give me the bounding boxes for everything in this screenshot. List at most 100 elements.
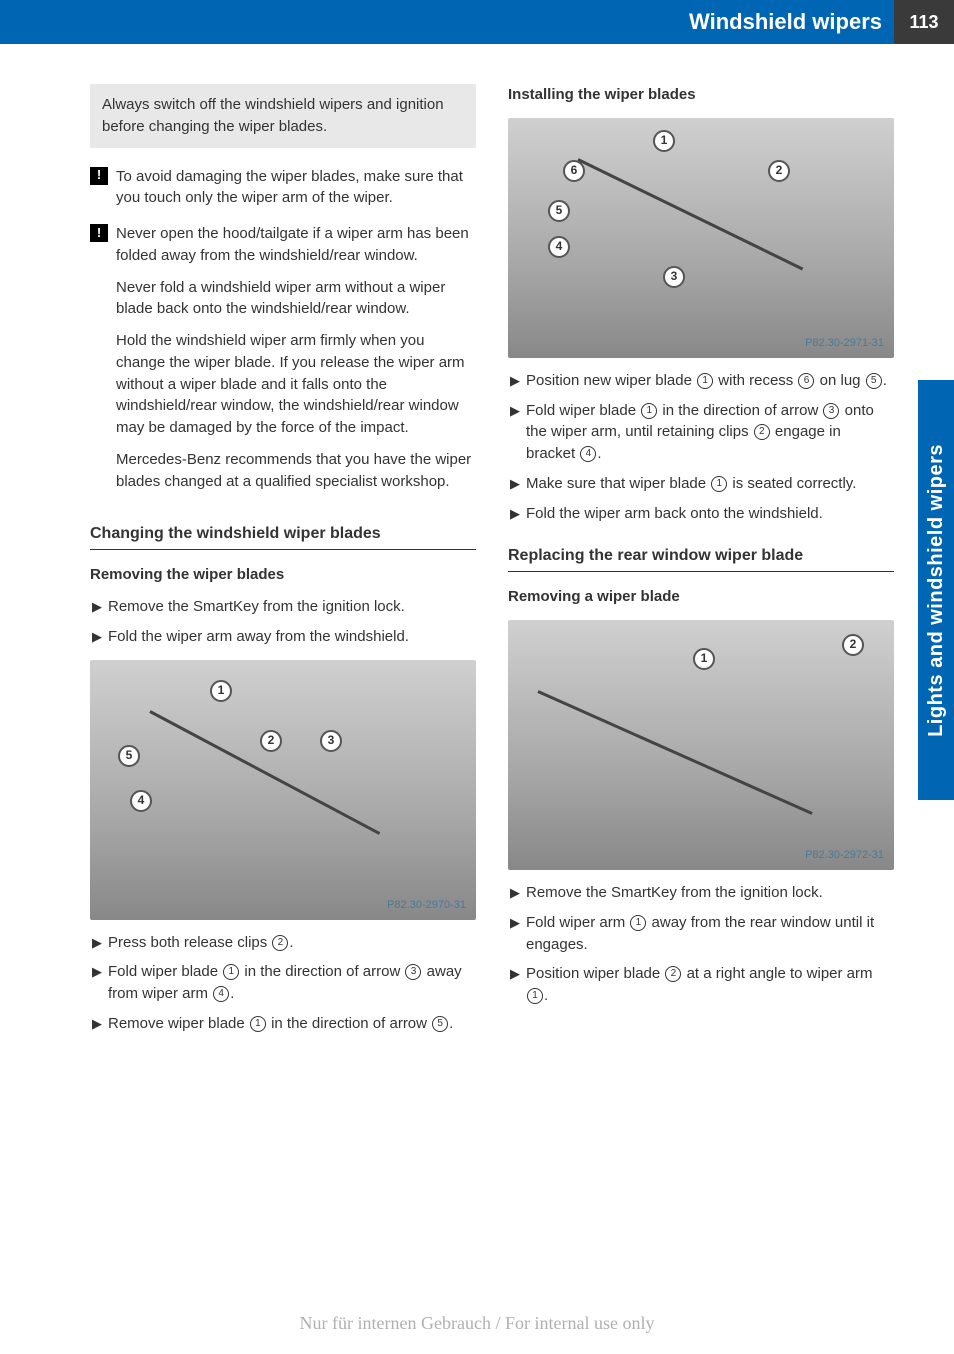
step-item: ▶ Fold wiper blade 1 in the direction of… bbox=[508, 400, 894, 465]
t: in the direction of arrow bbox=[658, 402, 822, 419]
diagram-installing-wiper: 1 2 6 5 4 3 P82.30-2971-31 bbox=[508, 118, 894, 358]
step-marker-icon: ▶ bbox=[510, 965, 520, 1007]
callout-1: 1 bbox=[693, 648, 715, 670]
step-text: Remove the SmartKey from the ignition lo… bbox=[526, 882, 894, 904]
diagram-removing-wiper: 1 2 3 4 5 P82.30-2970-31 bbox=[90, 660, 476, 920]
info-note-2: ! Never open the hood/tailgate if a wipe… bbox=[90, 223, 476, 502]
step-text: Remove wiper blade 1 in the direction of… bbox=[108, 1013, 476, 1035]
diagram-label: P82.30-2971-31 bbox=[805, 336, 884, 352]
step-text: Fold the wiper arm away from the windshi… bbox=[108, 626, 476, 648]
circled-5: 5 bbox=[432, 1016, 448, 1032]
circled-2: 2 bbox=[272, 935, 288, 951]
callout-4: 4 bbox=[548, 236, 570, 258]
circled-6: 6 bbox=[798, 373, 814, 389]
info-2-p2: Never fold a windshield wiper arm withou… bbox=[116, 277, 476, 321]
t: with recess bbox=[714, 372, 797, 389]
header-title: Windshield wipers bbox=[689, 9, 894, 35]
subsection-removing-rear: Removing a wiper blade bbox=[508, 586, 894, 608]
step-marker-icon: ▶ bbox=[510, 475, 520, 495]
step-text: Make sure that wiper blade 1 is seated c… bbox=[526, 473, 894, 495]
step-marker-icon: ▶ bbox=[92, 934, 102, 954]
step-item: ▶ Fold wiper blade 1 in the direction of… bbox=[90, 961, 476, 1005]
circled-1: 1 bbox=[641, 403, 657, 419]
info-2-p3: Hold the windshield wiper arm firmly whe… bbox=[116, 330, 476, 439]
callout-1: 1 bbox=[210, 680, 232, 702]
callout-3: 3 bbox=[663, 266, 685, 288]
t: Fold wiper arm bbox=[526, 914, 629, 931]
step-text: Remove the SmartKey from the ignition lo… bbox=[108, 596, 476, 618]
page-header: Windshield wipers 113 bbox=[0, 0, 954, 44]
circled-1: 1 bbox=[250, 1016, 266, 1032]
info-note-1: ! To avoid damaging the wiper blades, ma… bbox=[90, 166, 476, 210]
callout-2: 2 bbox=[842, 634, 864, 656]
t: Position wiper blade bbox=[526, 965, 664, 982]
step-item: ▶ Fold the wiper arm away from the winds… bbox=[90, 626, 476, 648]
step-marker-icon: ▶ bbox=[92, 1015, 102, 1035]
circled-3: 3 bbox=[405, 964, 421, 980]
circled-4: 4 bbox=[213, 986, 229, 1002]
wiper-line bbox=[149, 710, 380, 835]
callout-5: 5 bbox=[118, 745, 140, 767]
side-tab-label: Lights and windshield wipers bbox=[925, 444, 948, 737]
circled-3: 3 bbox=[823, 403, 839, 419]
info-2-p4: Mercedes-Benz recommends that you have t… bbox=[116, 449, 476, 493]
step-text: Position wiper blade 2 at a right angle … bbox=[526, 963, 894, 1007]
diagram-label: P82.30-2970-31 bbox=[387, 898, 466, 914]
info-2-p1: Never open the hood/tailgate if a wiper … bbox=[116, 223, 476, 267]
wiper-line bbox=[537, 690, 812, 815]
diagram-label: P82.30-2972-31 bbox=[805, 848, 884, 864]
t: Fold wiper blade bbox=[108, 963, 222, 980]
step-item: ▶ Remove the SmartKey from the ignition … bbox=[508, 882, 894, 904]
t: on lug bbox=[815, 372, 864, 389]
footer-watermark: Nur für internen Gebrauch / For internal… bbox=[0, 1313, 954, 1334]
t: . bbox=[544, 987, 548, 1004]
step-item: ▶ Make sure that wiper blade 1 is seated… bbox=[508, 473, 894, 495]
step-marker-icon: ▶ bbox=[92, 598, 102, 618]
t: Press both release clips bbox=[108, 934, 271, 951]
info-text-2: Never open the hood/tailgate if a wiper … bbox=[116, 223, 476, 502]
subsection-installing: Installing the wiper blades bbox=[508, 84, 894, 106]
circled-1: 1 bbox=[630, 915, 646, 931]
section-heading-replacing-rear: Replacing the rear window wiper blade bbox=[508, 544, 894, 572]
t: is seated correctly. bbox=[728, 475, 856, 492]
left-column: Always switch off the windshield wipers … bbox=[90, 84, 476, 1043]
diagram-rear-wiper: 1 2 P82.30-2972-31 bbox=[508, 620, 894, 870]
t: Remove wiper blade bbox=[108, 1015, 249, 1032]
circled-1: 1 bbox=[527, 988, 543, 1004]
t: . bbox=[597, 445, 601, 462]
info-text-1: To avoid damaging the wiper blades, make… bbox=[116, 166, 476, 210]
step-marker-icon: ▶ bbox=[510, 884, 520, 904]
callout-2: 2 bbox=[260, 730, 282, 752]
step-marker-icon: ▶ bbox=[510, 914, 520, 956]
t: . bbox=[230, 985, 234, 1002]
page-number: 113 bbox=[894, 0, 954, 44]
callout-2: 2 bbox=[768, 160, 790, 182]
callout-4: 4 bbox=[130, 790, 152, 812]
step-text: Fold the wiper arm back onto the windshi… bbox=[526, 503, 894, 525]
step-marker-icon: ▶ bbox=[92, 963, 102, 1005]
callout-1: 1 bbox=[653, 130, 675, 152]
t: in the direction of arrow bbox=[267, 1015, 431, 1032]
t: . bbox=[289, 934, 293, 951]
step-text: Press both release clips 2. bbox=[108, 932, 476, 954]
step-item: ▶ Position wiper blade 2 at a right angl… bbox=[508, 963, 894, 1007]
step-marker-icon: ▶ bbox=[510, 372, 520, 392]
step-text: Fold wiper blade 1 in the direction of a… bbox=[526, 400, 894, 465]
step-marker-icon: ▶ bbox=[510, 505, 520, 525]
circled-2: 2 bbox=[754, 424, 770, 440]
t: . bbox=[449, 1015, 453, 1032]
t: Make sure that wiper blade bbox=[526, 475, 710, 492]
callout-5: 5 bbox=[548, 200, 570, 222]
step-item: ▶ Remove wiper blade 1 in the direction … bbox=[90, 1013, 476, 1035]
warning-box: Always switch off the windshield wipers … bbox=[90, 84, 476, 148]
subsection-removing: Removing the wiper blades bbox=[90, 564, 476, 586]
step-text: Position new wiper blade 1 with recess 6… bbox=[526, 370, 894, 392]
section-heading-changing: Changing the windshield wiper blades bbox=[90, 522, 476, 550]
circled-4: 4 bbox=[580, 446, 596, 462]
circled-1: 1 bbox=[697, 373, 713, 389]
circled-5: 5 bbox=[866, 373, 882, 389]
step-item: ▶ Press both release clips 2. bbox=[90, 932, 476, 954]
t: at a right angle to wiper arm bbox=[682, 965, 872, 982]
t: . bbox=[883, 372, 887, 389]
callout-3: 3 bbox=[320, 730, 342, 752]
